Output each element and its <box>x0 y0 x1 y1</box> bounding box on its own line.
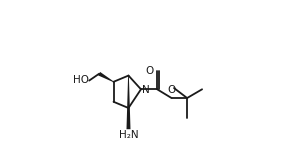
Text: HO: HO <box>73 75 89 85</box>
Text: O: O <box>146 66 154 76</box>
Polygon shape <box>126 75 130 129</box>
Text: O: O <box>167 85 176 95</box>
Text: N: N <box>142 85 150 95</box>
Polygon shape <box>98 72 114 82</box>
Text: H₂N: H₂N <box>119 130 138 140</box>
